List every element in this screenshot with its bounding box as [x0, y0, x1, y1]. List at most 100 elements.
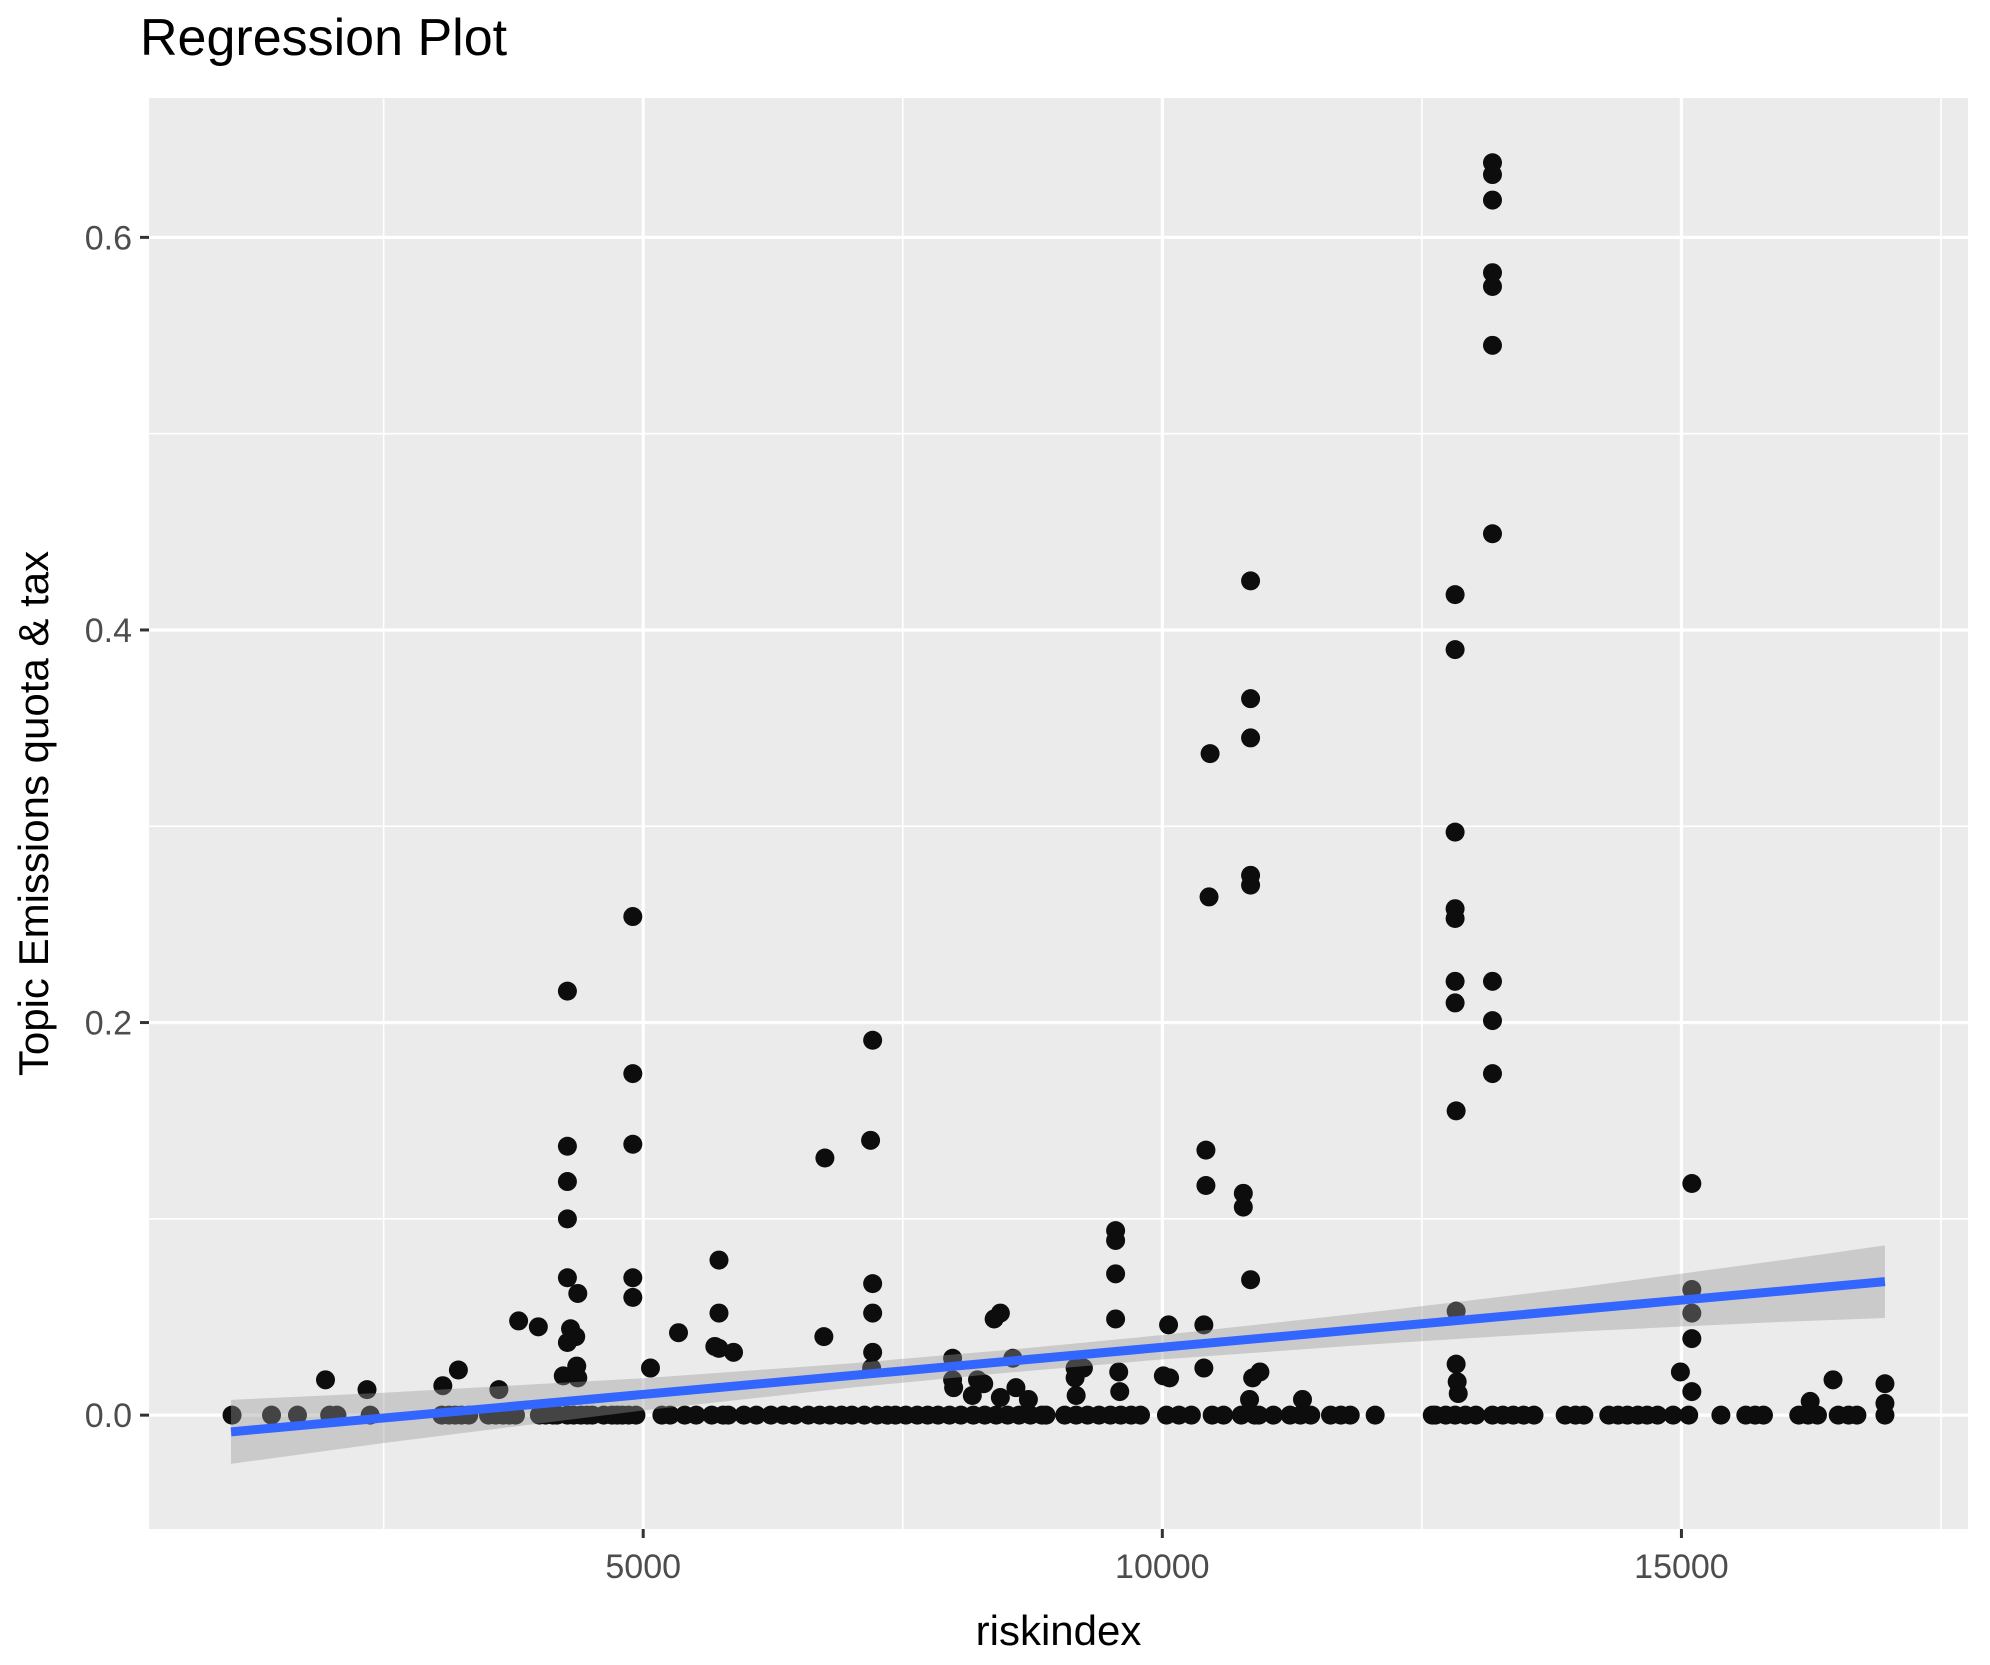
- data-point: [557, 1333, 577, 1353]
- data-point: [1482, 971, 1502, 991]
- data-point: [448, 1360, 468, 1380]
- regression-line: [230, 1277, 1886, 1437]
- y-tick-label: 0.6: [85, 219, 132, 257]
- data-point: [1663, 1405, 1683, 1425]
- data-point: [1875, 1374, 1895, 1394]
- data-point: [1036, 1405, 1056, 1425]
- data-point: [1847, 1405, 1867, 1425]
- data-point: [1214, 1405, 1234, 1425]
- data-point: [1241, 875, 1261, 895]
- data-point: [863, 1274, 883, 1294]
- data-point: [1875, 1405, 1895, 1425]
- data-point: [1241, 689, 1261, 709]
- data-point: [1446, 1354, 1466, 1374]
- data-point: [746, 1405, 766, 1425]
- data-point: [1263, 1405, 1283, 1425]
- data-point: [1292, 1389, 1312, 1409]
- data-point: [1196, 1140, 1216, 1160]
- data-point: [1648, 1405, 1668, 1425]
- y-axis-title: Topic Emissions quota & tax: [10, 551, 57, 1076]
- data-point: [1131, 1405, 1151, 1425]
- data-point: [990, 1303, 1010, 1323]
- data-point: [1482, 190, 1502, 210]
- data-point: [1445, 993, 1465, 1013]
- data-point: [1241, 571, 1261, 591]
- data-point: [669, 1323, 689, 1343]
- data-point: [709, 1250, 729, 1270]
- x-axis-title: riskindex: [976, 1607, 1142, 1654]
- data-point: [1679, 1405, 1699, 1425]
- data-point: [863, 1030, 883, 1050]
- data-point: [626, 1405, 646, 1425]
- data-point: [557, 981, 577, 1001]
- data-point: [944, 1378, 964, 1398]
- data-point: [1682, 1303, 1702, 1323]
- data-point: [1482, 335, 1502, 355]
- data-point: [557, 1172, 577, 1192]
- x-tick-label: 15000: [1634, 1548, 1729, 1586]
- data-point: [1109, 1362, 1129, 1382]
- data-point: [815, 1148, 835, 1168]
- data-point: [623, 1064, 643, 1084]
- data-point: [1682, 1382, 1702, 1402]
- data-point: [1241, 728, 1261, 748]
- data-point: [1181, 1405, 1201, 1425]
- data-point: [287, 1405, 307, 1425]
- data-point: [709, 1338, 729, 1358]
- data-point: [724, 1342, 744, 1362]
- data-point: [1807, 1405, 1827, 1425]
- data-point: [1233, 1197, 1253, 1217]
- data-point: [557, 1268, 577, 1288]
- data-point: [1482, 1064, 1502, 1084]
- data-point: [1482, 276, 1502, 296]
- data-point: [1445, 909, 1465, 929]
- data-point: [1670, 1362, 1690, 1382]
- data-point: [623, 907, 643, 927]
- x-tick-label: 10000: [1115, 1548, 1210, 1586]
- data-point: [1194, 1358, 1214, 1378]
- data-point: [1196, 1175, 1216, 1195]
- data-point: [553, 1366, 573, 1386]
- data-point: [1110, 1382, 1130, 1402]
- data-point: [1482, 263, 1502, 283]
- data-point: [557, 1209, 577, 1229]
- data-point: [1006, 1378, 1026, 1398]
- data-point: [1106, 1230, 1126, 1250]
- data-point: [863, 1303, 883, 1323]
- x-tick-label: 5000: [605, 1548, 681, 1586]
- data-point: [1159, 1315, 1179, 1335]
- data-point: [1682, 1174, 1702, 1194]
- data-point: [433, 1376, 453, 1396]
- data-point: [489, 1380, 509, 1400]
- data-point: [1301, 1405, 1321, 1425]
- data-point: [1482, 165, 1502, 185]
- data-point: [568, 1283, 588, 1303]
- data-point: [861, 1130, 881, 1150]
- data-point: [1482, 1011, 1502, 1031]
- data-point: [1753, 1405, 1773, 1425]
- data-point: [1445, 971, 1465, 991]
- data-point: [557, 1136, 577, 1156]
- data-point: [1250, 1362, 1270, 1382]
- data-point: [1249, 1405, 1269, 1425]
- data-point: [1466, 1405, 1486, 1425]
- data-point: [709, 1303, 729, 1323]
- data-point: [509, 1311, 529, 1331]
- data-point: [1574, 1405, 1594, 1425]
- data-point: [357, 1380, 377, 1400]
- data-point: [1448, 1384, 1468, 1404]
- data-point: [1365, 1405, 1385, 1425]
- data-point: [1711, 1405, 1731, 1425]
- data-point: [1233, 1183, 1253, 1203]
- data-point: [686, 1405, 706, 1425]
- data-point: [1199, 887, 1219, 907]
- data-point: [974, 1374, 994, 1394]
- data-point: [1823, 1370, 1843, 1390]
- data-point: [262, 1405, 282, 1425]
- data-point: [568, 1368, 588, 1388]
- y-tick-label: 0.0: [85, 1397, 132, 1435]
- data-point: [1194, 1315, 1214, 1335]
- data-point: [1231, 1405, 1251, 1425]
